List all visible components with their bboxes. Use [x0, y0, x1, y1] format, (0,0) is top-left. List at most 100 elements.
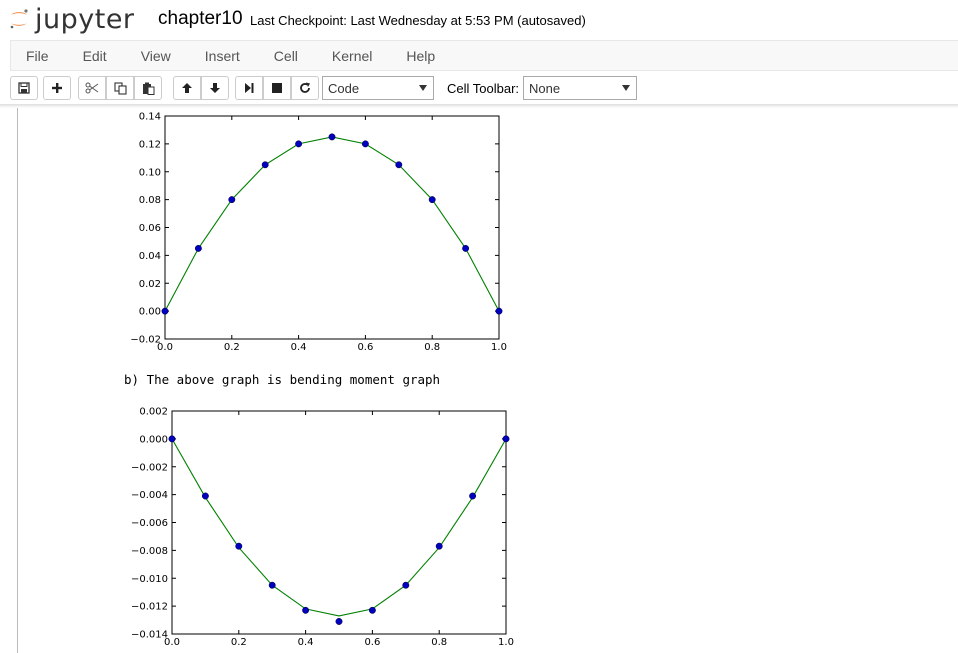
y-tick-label: 0.02 — [139, 279, 161, 290]
move-up-button[interactable] — [173, 76, 201, 100]
data-point — [328, 133, 336, 141]
checkpoint-status: Last Checkpoint: Last Wednesday at 5:53 … — [250, 13, 586, 28]
data-point — [295, 140, 303, 148]
data-point — [495, 307, 503, 315]
cut-button[interactable] — [78, 76, 106, 100]
data-point — [268, 581, 276, 589]
chevron-down-icon — [622, 85, 630, 91]
paste-button[interactable] — [134, 76, 162, 100]
data-point — [502, 435, 510, 443]
logo-text: jupyter — [35, 3, 135, 35]
arrow-up-icon — [181, 82, 193, 94]
data-point — [368, 606, 376, 614]
cell-type-select[interactable]: Code — [322, 76, 434, 100]
y-tick-label: −0.002 — [131, 462, 168, 473]
interrupt-kernel-button[interactable] — [263, 76, 291, 100]
x-tick-label: 0.2 — [224, 342, 240, 353]
cell-toolbar-label: Cell Toolbar: — [447, 81, 520, 96]
data-point — [402, 581, 410, 589]
restart-kernel-button[interactable] — [291, 76, 319, 100]
cell-border — [17, 108, 18, 653]
x-tick-label: 1.0 — [491, 342, 507, 353]
menu-help[interactable]: Help — [406, 47, 436, 64]
x-tick-label: 1.0 — [498, 637, 514, 648]
x-tick-label: 0.2 — [231, 637, 247, 648]
y-tick-label: −0.008 — [131, 546, 168, 557]
save-icon — [18, 82, 30, 94]
data-point — [235, 542, 243, 550]
y-tick-label: −0.012 — [131, 602, 168, 613]
data-point — [469, 492, 477, 500]
insert-cell-button[interactable] — [43, 76, 71, 100]
x-tick-label: 0.0 — [157, 342, 173, 353]
x-tick-label: 0.0 — [164, 637, 180, 648]
y-tick-label: −0.004 — [131, 490, 168, 501]
y-tick-label: −0.010 — [131, 574, 168, 585]
cut-icon — [85, 82, 99, 94]
data-point — [435, 542, 443, 550]
y-tick-label: −0.014 — [131, 630, 168, 641]
y-tick-label: −0.006 — [131, 518, 168, 529]
menu-file[interactable]: File — [26, 47, 49, 64]
run-cell-button[interactable] — [235, 76, 263, 100]
header-shadow — [0, 104, 958, 108]
copy-icon — [113, 81, 127, 95]
menu-view[interactable]: View — [140, 47, 171, 64]
x-tick-label: 0.6 — [357, 342, 373, 353]
copy-button[interactable] — [106, 76, 134, 100]
y-tick-label: 0.06 — [139, 223, 161, 234]
y-tick-label: 0.14 — [139, 112, 161, 123]
y-tick-label: 0.08 — [139, 195, 161, 206]
plot-frame — [171, 410, 507, 635]
y-tick-label: 0.12 — [139, 139, 161, 150]
data-point — [335, 618, 343, 625]
data-point — [168, 435, 176, 443]
x-tick-label: 0.8 — [424, 342, 440, 353]
data-point — [194, 244, 202, 252]
save-button[interactable] — [10, 76, 38, 100]
menu-cell[interactable]: Cell — [273, 47, 298, 64]
plot-frame — [164, 115, 500, 340]
chevron-down-icon — [419, 85, 427, 91]
chart-1: 0.14 0.12 0.10 0.08 0.06 0.04 0.02 0.00 −0.020.0… — [130, 112, 507, 354]
data-point — [361, 140, 369, 148]
move-down-button[interactable] — [201, 76, 229, 100]
menubar: File Edit View Insert Cell Kernel Help — [10, 40, 958, 71]
jupyter-logo-icon — [8, 8, 30, 30]
data-point — [428, 196, 436, 204]
menu-insert[interactable]: Insert — [204, 47, 240, 64]
jupyter-logo[interactable]: jupyter — [8, 2, 135, 36]
plus-icon — [51, 82, 63, 94]
y-tick-label: 0.04 — [139, 251, 161, 262]
data-point — [261, 161, 269, 169]
x-tick-label: 0.4 — [291, 342, 307, 353]
x-tick-label: 0.4 — [298, 637, 314, 648]
x-tick-label: 0.8 — [431, 637, 447, 648]
x-tick-label: 0.6 — [364, 637, 380, 648]
restart-icon — [299, 82, 311, 94]
chart-2: 0.002 0.000 −0.002 −0.004 −0.006 −0.008 −0.010… — [131, 407, 514, 649]
menu-edit[interactable]: Edit — [82, 47, 107, 64]
y-tick-label: 0.00 — [139, 307, 161, 318]
cell-toolbar-select[interactable]: None — [523, 76, 637, 100]
toolbar: Code Cell Toolbar: None — [0, 74, 958, 104]
notebook-area[interactable]: 0.14 0.12 0.10 0.08 0.06 0.04 0.02 0.00 −0.02 0.0… — [0, 108, 958, 653]
data-point — [462, 244, 470, 252]
markdown-output: b) The above graph is bending moment gra… — [124, 372, 441, 387]
cell-toolbar-value: None — [529, 80, 561, 96]
data-point — [228, 196, 236, 204]
menu-kernel[interactable]: Kernel — [331, 47, 373, 64]
data-point — [161, 307, 169, 315]
data-point — [395, 161, 403, 169]
series-line — [171, 438, 507, 617]
header: jupyter chapter10 Last Checkpoint: Last … — [0, 0, 958, 40]
cell-type-value: Code — [328, 80, 360, 96]
step-forward-icon — [243, 82, 255, 94]
stop-icon — [271, 82, 283, 94]
data-point — [302, 606, 310, 614]
y-tick-label: 0.000 — [139, 434, 168, 445]
data-point — [201, 492, 209, 500]
arrow-down-icon — [209, 82, 221, 94]
notebook-name[interactable]: chapter10 — [158, 8, 243, 29]
y-tick-label: 0.10 — [139, 167, 161, 178]
